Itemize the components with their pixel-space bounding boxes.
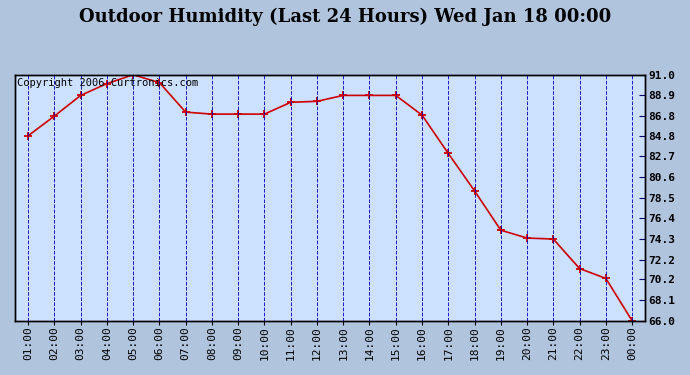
Text: Outdoor Humidity (Last 24 Hours) Wed Jan 18 00:00: Outdoor Humidity (Last 24 Hours) Wed Jan… [79, 8, 611, 26]
Text: Copyright 2006 Curtronics.com: Copyright 2006 Curtronics.com [17, 78, 198, 88]
